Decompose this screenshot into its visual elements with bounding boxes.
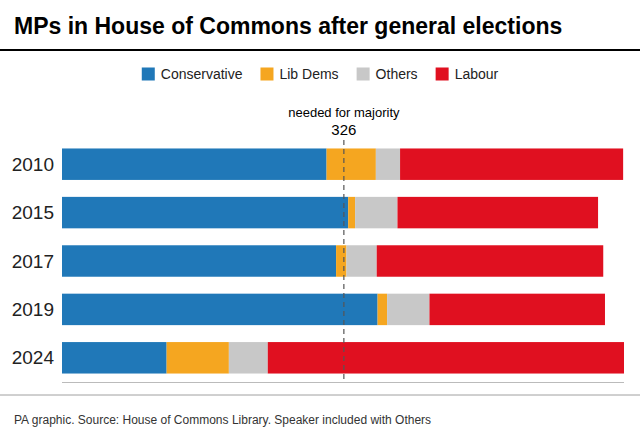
- category-label: 2019: [12, 299, 54, 320]
- source-rule: [0, 395, 640, 396]
- annotation-label: needed for majority: [288, 105, 400, 120]
- chart: MPs in House of Commons after general el…: [0, 0, 640, 443]
- legend-item: Others: [357, 66, 418, 82]
- background: [0, 0, 640, 443]
- bar-segment: [397, 197, 598, 228]
- majority-line: [343, 140, 344, 382]
- bar-segment: [229, 342, 268, 373]
- annotation-label: 326: [331, 121, 356, 138]
- legend-label: Conservative: [161, 66, 243, 82]
- legend-swatch: [260, 68, 273, 81]
- legend-item: Lib Dems: [260, 66, 338, 82]
- bar-segment: [167, 342, 229, 373]
- category-label: 2017: [12, 251, 54, 272]
- legend-swatch: [142, 68, 155, 81]
- category-label: 2015: [12, 202, 54, 223]
- category-label: 2010: [12, 154, 54, 175]
- bar-segment: [376, 148, 400, 179]
- title: MPs in House of Commons after general el…: [14, 13, 562, 39]
- bar-segment: [62, 294, 378, 325]
- bar-segment: [377, 245, 604, 276]
- category-label: 2024: [12, 347, 55, 368]
- bar-segment: [355, 197, 397, 228]
- legend: Conservative Lib Dems Others Labour: [142, 66, 499, 82]
- bar-segment: [62, 197, 348, 228]
- bar-segment: [348, 197, 355, 228]
- bar-segment: [62, 148, 327, 179]
- bars: [62, 148, 624, 373]
- bar-segment: [336, 245, 346, 276]
- legend-label: Others: [376, 66, 418, 82]
- bar-segment: [62, 245, 336, 276]
- bar-segment: [268, 342, 624, 373]
- bar-segment: [429, 294, 605, 325]
- bar-segment: [327, 148, 376, 179]
- legend-swatch: [436, 68, 449, 81]
- bar-segment: [400, 148, 623, 179]
- bar-segment: [62, 342, 167, 373]
- bar-segment: [387, 294, 429, 325]
- bar-segment: [346, 245, 376, 276]
- legend-swatch: [357, 68, 370, 81]
- bar-segment: [378, 294, 388, 325]
- x-axis-line: [62, 382, 624, 383]
- legend-label: Labour: [455, 66, 499, 82]
- title-rule: [0, 49, 640, 51]
- legend-item: Labour: [436, 66, 499, 82]
- legend-item: Conservative: [142, 66, 243, 82]
- legend-label: Lib Dems: [279, 66, 338, 82]
- source: PA graphic. Source: House of Commons Lib…: [14, 413, 431, 427]
